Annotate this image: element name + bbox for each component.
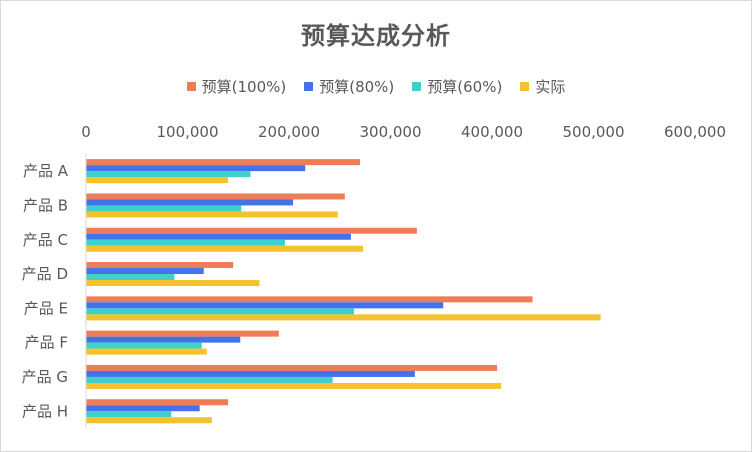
category-label: 产品 D: [22, 265, 68, 283]
bar: [86, 205, 242, 212]
bar: [86, 193, 345, 200]
bar-series-group: [86, 159, 601, 424]
category-label: 产品 B: [23, 196, 68, 214]
x-tick-label: 100,000: [156, 123, 218, 141]
bar: [86, 245, 364, 252]
legend-swatch-budget-80: [304, 82, 314, 91]
bar: [86, 165, 306, 172]
category-labels: 产品 A 产品 B 产品 C 产品 D 产品 E 产品 F 产品 G 产品 H: [22, 162, 69, 420]
legend-label-budget-80: 预算(80%): [319, 78, 395, 96]
legend-item-budget-60: 预算(60%): [412, 76, 502, 97]
bar: [86, 399, 229, 406]
bar: [86, 233, 351, 240]
bar: [86, 171, 251, 178]
legend: 预算(100%) 预算(80%) 预算(60%) 实际: [0, 76, 752, 97]
x-tick-label: 300,000: [359, 123, 421, 141]
x-tick-label: 500,000: [562, 123, 624, 141]
bar: [86, 280, 260, 287]
bar: [86, 314, 601, 321]
legend-swatch-budget-100: [186, 82, 196, 91]
x-tick-label: 200,000: [258, 123, 320, 141]
legend-item-budget-100: 预算(100%): [186, 76, 287, 97]
bar: [86, 342, 202, 349]
bar: [86, 227, 417, 234]
bar: [86, 336, 241, 343]
legend-swatch-actual: [520, 82, 530, 91]
bar: [86, 405, 200, 412]
bar: [86, 376, 333, 383]
chart-title: 预算达成分析: [301, 22, 451, 50]
bar: [86, 274, 175, 281]
bar: [86, 239, 285, 246]
bar: [86, 330, 279, 337]
legend-swatch-budget-60: [412, 82, 422, 91]
bar: [86, 268, 204, 275]
bar: [86, 417, 212, 424]
bar: [86, 302, 444, 309]
x-tick-label: 400,000: [461, 123, 523, 141]
bar: [86, 308, 354, 315]
x-tick-label: 600,000: [664, 123, 726, 141]
legend-label-budget-60: 预算(60%): [427, 78, 503, 96]
bar: [86, 159, 361, 166]
legend-item-actual: 实际: [520, 76, 565, 97]
category-label: 产品 E: [24, 299, 68, 317]
category-label: 产品 H: [22, 402, 68, 420]
bar: [86, 382, 502, 389]
bar: [86, 364, 498, 371]
bar: [86, 296, 533, 303]
bar: [86, 177, 229, 184]
x-axis-ticks: 0 100,000 200,000 300,000 400,000 500,000 600,…: [81, 123, 726, 141]
category-label: 产品 C: [23, 231, 68, 249]
legend-label-actual: 实际: [535, 78, 566, 96]
category-label: 产品 G: [22, 368, 68, 386]
legend-label-budget-100: 预算(100%): [201, 78, 287, 96]
bar: [86, 262, 234, 269]
bar: [86, 370, 415, 377]
legend-item-budget-80: 预算(80%): [304, 76, 394, 97]
bar: [86, 211, 338, 218]
bar: [86, 411, 172, 418]
category-label: 产品 F: [25, 334, 68, 352]
bar: [86, 348, 207, 355]
x-tick-label: 0: [81, 123, 91, 141]
bar: [86, 199, 294, 206]
category-label: 产品 A: [23, 162, 69, 180]
